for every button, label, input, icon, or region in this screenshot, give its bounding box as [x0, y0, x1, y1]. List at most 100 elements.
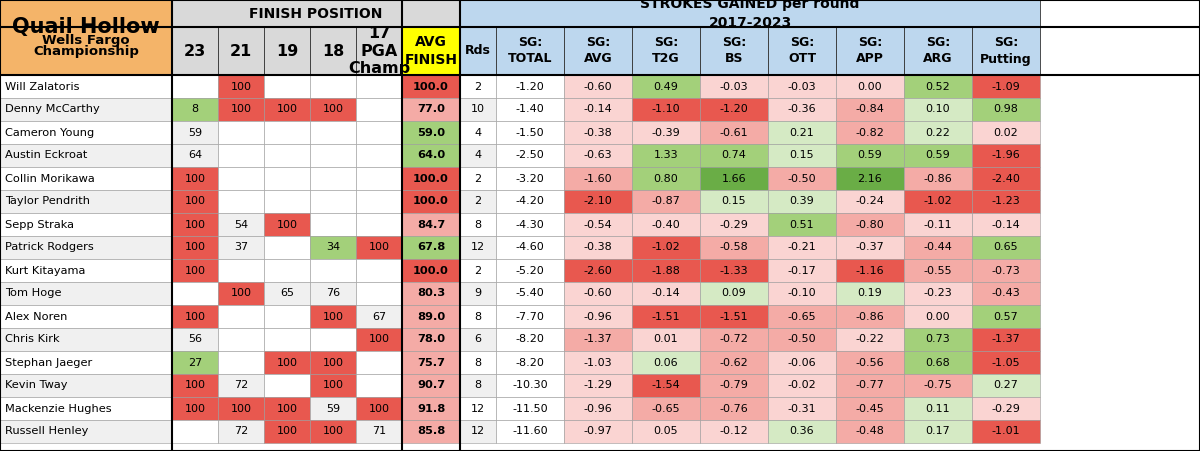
- Text: -0.96: -0.96: [583, 404, 612, 414]
- Text: -0.87: -0.87: [652, 197, 680, 207]
- Text: -11.60: -11.60: [512, 427, 548, 437]
- Bar: [264, 98, 310, 121]
- Bar: [904, 144, 972, 167]
- Bar: [264, 259, 310, 282]
- Text: 0.05: 0.05: [654, 427, 678, 437]
- Text: 64.0: 64.0: [416, 151, 445, 161]
- Text: 0.09: 0.09: [721, 289, 746, 299]
- Text: 0.10: 0.10: [925, 105, 950, 115]
- Text: SG:
TOTAL: SG: TOTAL: [508, 37, 552, 65]
- Bar: [768, 213, 836, 236]
- Bar: [460, 75, 496, 98]
- Bar: [564, 305, 632, 328]
- Text: 37: 37: [234, 243, 248, 253]
- Text: 0.17: 0.17: [925, 427, 950, 437]
- Text: -0.82: -0.82: [856, 128, 884, 138]
- Text: 8: 8: [474, 312, 481, 322]
- Text: 6: 6: [474, 335, 481, 345]
- Bar: [836, 420, 904, 443]
- Text: Cameron Young: Cameron Young: [5, 128, 95, 138]
- Bar: [218, 328, 264, 351]
- Text: Kurt Kitayama: Kurt Kitayama: [5, 266, 85, 276]
- Bar: [972, 282, 1040, 305]
- Bar: [218, 397, 264, 420]
- Bar: [172, 121, 218, 144]
- Text: -0.22: -0.22: [856, 335, 884, 345]
- Bar: [904, 190, 972, 213]
- Bar: [904, 236, 972, 259]
- Text: -1.37: -1.37: [583, 335, 612, 345]
- Text: 100.0: 100.0: [413, 82, 449, 92]
- Bar: [0, 213, 172, 236]
- Text: -0.50: -0.50: [787, 335, 816, 345]
- Bar: [310, 328, 356, 351]
- Bar: [972, 167, 1040, 190]
- Bar: [768, 144, 836, 167]
- Text: -0.73: -0.73: [991, 266, 1020, 276]
- Bar: [218, 259, 264, 282]
- Bar: [700, 259, 768, 282]
- Text: 77.0: 77.0: [418, 105, 445, 115]
- Text: -0.40: -0.40: [652, 220, 680, 230]
- Bar: [264, 397, 310, 420]
- Bar: [264, 305, 310, 328]
- Text: 100: 100: [230, 404, 252, 414]
- Bar: [904, 75, 972, 98]
- Text: 0.06: 0.06: [654, 358, 678, 368]
- Bar: [496, 121, 564, 144]
- Bar: [632, 236, 700, 259]
- Bar: [172, 144, 218, 167]
- Bar: [496, 213, 564, 236]
- Text: 0.98: 0.98: [994, 105, 1019, 115]
- Text: -0.60: -0.60: [583, 82, 612, 92]
- Bar: [632, 259, 700, 282]
- Bar: [0, 75, 172, 98]
- Bar: [460, 328, 496, 351]
- Bar: [0, 374, 172, 397]
- Bar: [264, 27, 310, 75]
- Bar: [836, 167, 904, 190]
- Bar: [172, 75, 218, 98]
- Text: 9: 9: [474, 289, 481, 299]
- Text: Sepp Straka: Sepp Straka: [5, 220, 74, 230]
- Text: -0.96: -0.96: [583, 312, 612, 322]
- Bar: [0, 351, 172, 374]
- Bar: [564, 75, 632, 98]
- Text: Rds: Rds: [466, 45, 491, 57]
- Bar: [0, 121, 172, 144]
- Text: -0.03: -0.03: [720, 82, 749, 92]
- Bar: [700, 305, 768, 328]
- Bar: [632, 144, 700, 167]
- Bar: [496, 420, 564, 443]
- Bar: [836, 213, 904, 236]
- Bar: [356, 420, 402, 443]
- Bar: [460, 305, 496, 328]
- Bar: [218, 282, 264, 305]
- Bar: [496, 282, 564, 305]
- Text: 0.36: 0.36: [790, 427, 815, 437]
- Bar: [402, 305, 460, 328]
- Text: -4.60: -4.60: [516, 243, 545, 253]
- Text: Denny McCarthy: Denny McCarthy: [5, 105, 100, 115]
- Text: 100: 100: [368, 335, 390, 345]
- Text: 34: 34: [326, 243, 340, 253]
- Text: 8: 8: [474, 220, 481, 230]
- Bar: [460, 0, 1040, 27]
- Text: SG:
AVG: SG: AVG: [583, 37, 612, 65]
- Bar: [310, 374, 356, 397]
- Text: 72: 72: [234, 381, 248, 391]
- Bar: [264, 351, 310, 374]
- Text: -0.75: -0.75: [924, 381, 953, 391]
- Bar: [972, 121, 1040, 144]
- Bar: [904, 213, 972, 236]
- Bar: [402, 98, 460, 121]
- Text: 100: 100: [185, 197, 205, 207]
- Text: Tom Hoge: Tom Hoge: [5, 289, 61, 299]
- Bar: [264, 144, 310, 167]
- Text: SG:
APP: SG: APP: [856, 37, 884, 65]
- Text: -2.50: -2.50: [516, 151, 545, 161]
- Text: -1.96: -1.96: [991, 151, 1020, 161]
- Bar: [264, 328, 310, 351]
- Text: -8.20: -8.20: [516, 358, 545, 368]
- Bar: [264, 420, 310, 443]
